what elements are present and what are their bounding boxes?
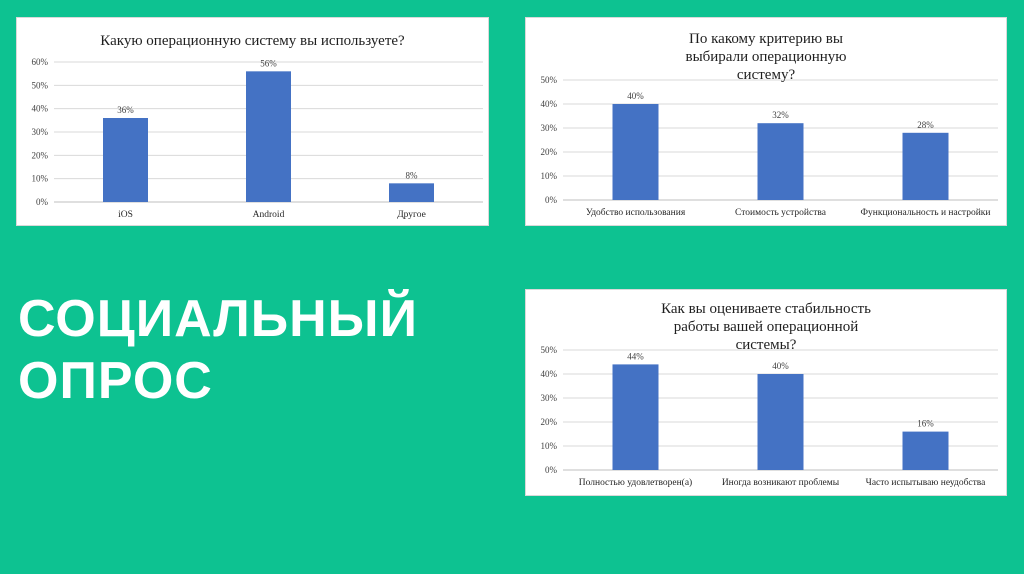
bar	[757, 123, 804, 200]
y-tick-label: 50%	[541, 345, 558, 355]
bar	[103, 118, 148, 202]
x-tick-label: Удобство использования	[586, 207, 686, 218]
bar	[612, 364, 659, 470]
y-tick-label: 10%	[541, 441, 558, 451]
y-tick-label: 20%	[541, 417, 558, 427]
x-tick-label: Другое	[397, 210, 426, 220]
x-tick-label: iOS	[118, 210, 133, 220]
data-label: 44%	[627, 351, 644, 361]
chart-plot: 0% 10% 20% 30% 40% 50% 60% 36% iOS 56% Android 8% Др…	[32, 57, 483, 220]
y-tick-label: 10%	[541, 171, 558, 181]
y-tick-label: 20%	[32, 150, 49, 160]
x-tick-label: Иногда возникают проблемы	[722, 477, 840, 488]
x-tick-label: Полностью удовлетворен(а)	[579, 477, 692, 488]
slide-headline: СОЦИАЛЬНЫЙ ОПРОС	[18, 288, 418, 412]
chart-plot: 0% 10% 20% 30% 40% 50% 40% Удобство использован…	[541, 75, 998, 218]
bar	[246, 71, 291, 202]
data-label: 16%	[917, 419, 934, 429]
y-tick-label: 30%	[32, 127, 49, 137]
bar	[389, 183, 434, 202]
y-tick-label: 10%	[32, 174, 49, 184]
data-label: 36%	[117, 105, 134, 115]
y-tick-label: 50%	[541, 75, 558, 85]
y-tick-label: 40%	[541, 99, 558, 109]
x-tick-label: Стоимость устройства	[735, 207, 827, 218]
y-tick-label: 40%	[32, 104, 49, 114]
y-tick-label: 20%	[541, 147, 558, 157]
chart-selection-criteria: 0% 10% 20% 30% 40% 50% 40% Удобство использован…	[525, 17, 1007, 226]
y-tick-label: 40%	[541, 369, 558, 379]
y-tick-label: 30%	[541, 393, 558, 403]
x-tick-label: Функциональность и настройки	[860, 207, 990, 218]
chart-stability-rating: 0% 10% 20% 30% 40% 50% 44% Полностью удовлетвор…	[525, 289, 1007, 496]
chart-title: Какую операционную систему вы использует…	[100, 33, 405, 49]
y-tick-label: 30%	[541, 123, 558, 133]
headline-line-2: ОПРОС	[18, 352, 213, 410]
data-label: 32%	[772, 110, 789, 120]
chart-plot: 0% 10% 20% 30% 40% 50% 44% Полностью удовлетвор…	[541, 345, 998, 488]
bar	[902, 431, 949, 470]
data-label: 56%	[260, 58, 277, 68]
y-tick-label: 50%	[32, 80, 49, 90]
bar	[612, 104, 659, 200]
bar	[902, 132, 949, 200]
bar	[757, 374, 804, 470]
y-tick-label: 0%	[545, 195, 558, 205]
x-tick-label: Android	[253, 210, 285, 220]
data-label: 40%	[627, 91, 644, 101]
y-tick-label: 60%	[32, 57, 49, 67]
x-tick-label: Часто испытываю неудобства	[866, 477, 986, 488]
y-tick-label: 0%	[36, 197, 49, 207]
chart-title: Как вы оцениваете стабильность работы ва…	[661, 301, 871, 353]
y-tick-label: 0%	[545, 465, 558, 475]
data-label: 28%	[917, 120, 934, 130]
headline-line-1: СОЦИАЛЬНЫЙ	[18, 290, 418, 348]
data-label: 8%	[406, 170, 419, 180]
data-label: 40%	[772, 361, 789, 371]
chart-title: По какому критерию вы выбирали операцион…	[685, 31, 847, 83]
chart-os-usage: 0% 10% 20% 30% 40% 50% 60% 36% iOS 56% Android 8% Др…	[16, 17, 489, 226]
